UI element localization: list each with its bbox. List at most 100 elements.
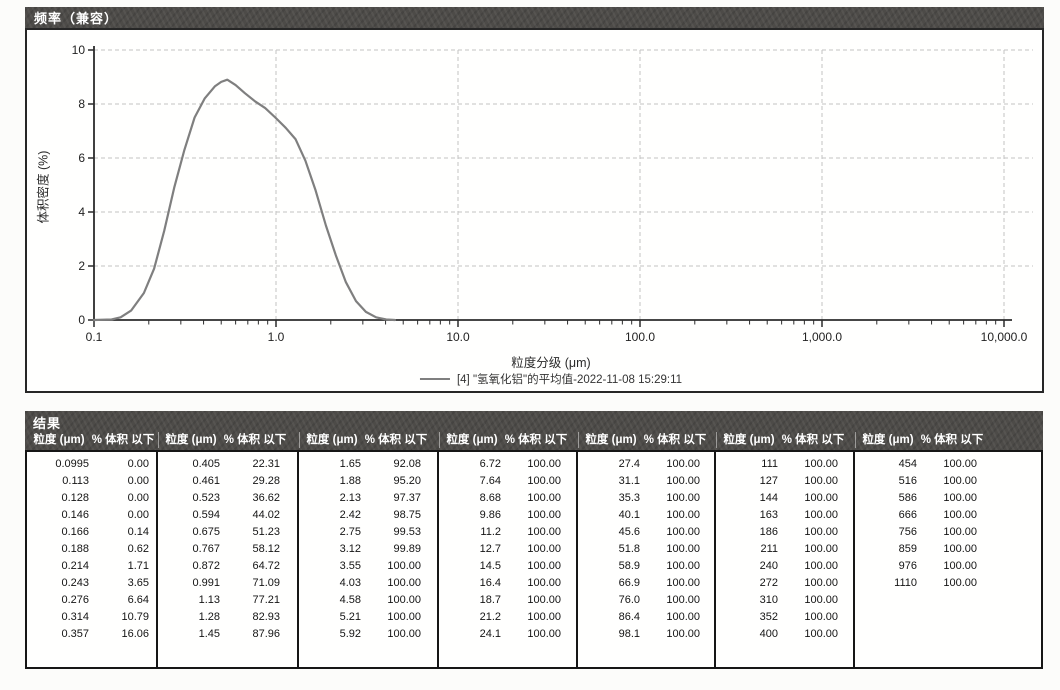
size-value: 2.75 (339, 525, 361, 538)
pct-value: 100.00 (666, 559, 700, 572)
table-row: 7.64 100.00 (439, 472, 576, 489)
chart-legend: [4] "氢氧化铝"的平均值-2022-11-08 15:29:11 (419, 371, 683, 387)
table-row: 1.65 92.08 (299, 455, 437, 472)
size-value: 144 (759, 491, 778, 504)
table-row: 1.88 95.20 (299, 472, 437, 489)
pct-column-header: % 体积 以下 (920, 434, 984, 446)
pct-value: 100.00 (527, 610, 561, 623)
pct-value: 82.93 (252, 610, 280, 623)
pct-value: 100.00 (666, 474, 700, 487)
pct-value: 100.00 (943, 559, 977, 572)
table-row: 4.58 100.00 (299, 591, 437, 608)
size-column-header: 粒度 (μm) (165, 434, 217, 446)
y-axis-title: 体积密度 (%) (36, 150, 51, 224)
pct-value: 100.00 (387, 576, 421, 589)
results-column-headers: 粒度 (μm)% 体积 以下 粒度 (μm)% 体积 以下 粒度 (μm)% 体积 … (27, 432, 1041, 448)
size-value: 0.128 (61, 491, 89, 504)
size-value: 1110 (894, 576, 917, 589)
results-table: 0.0995 0.00 0.113 0.00 0.128 0.00 0.146 0.00 0.1… (25, 450, 1043, 669)
results-header-group: 粒度 (μm) % 体积 以下 (578, 432, 716, 448)
y-tick-label: 8 (78, 97, 85, 111)
table-row: 2.42 98.75 (299, 506, 437, 523)
size-value: 127 (759, 474, 778, 487)
table-row: 0.166 0.14 (27, 523, 156, 540)
size-value: 9.86 (479, 508, 501, 521)
pct-value: 100.00 (527, 542, 561, 555)
pct-value: 77.21 (252, 593, 280, 606)
pct-value: 0.00 (127, 474, 149, 487)
size-value: 211 (760, 542, 778, 555)
pct-value: 71.09 (252, 576, 280, 589)
pct-value: 44.02 (252, 508, 280, 521)
pct-value: 100.00 (804, 491, 838, 504)
results-group-2: 0.405 22.31 0.461 29.28 0.523 36.62 0.594 44.02… (158, 452, 299, 667)
pct-value: 95.20 (393, 474, 421, 487)
x-tick-label: 1,000.0 (802, 330, 842, 344)
table-row: 0.594 44.02 (158, 506, 297, 523)
table-row: 45.6 100.00 (578, 523, 714, 540)
table-row: 0.405 22.31 (158, 455, 297, 472)
pct-value: 100.00 (804, 610, 838, 623)
pct-value: 100.00 (804, 525, 838, 538)
size-value: 86.4 (618, 610, 640, 623)
table-row: 3.12 99.89 (299, 540, 437, 557)
table-row: 5.21 100.00 (299, 608, 437, 625)
y-tick-label: 0 (78, 313, 85, 327)
size-value: 14.5 (479, 559, 501, 572)
size-value: 1.13 (198, 593, 220, 606)
size-value: 0.188 (61, 542, 89, 555)
legend-label: [4] "氢氧化铝"的平均值-2022-11-08 15:29:11 (456, 374, 683, 386)
pct-value: 92.08 (393, 457, 421, 470)
pct-value: 100.00 (943, 508, 977, 521)
pct-value: 99.89 (393, 542, 421, 555)
size-value: 0.594 (192, 508, 220, 521)
size-value: 6.72 (479, 457, 501, 470)
pct-value: 97.37 (393, 491, 421, 504)
pct-value: 100.00 (804, 593, 838, 606)
pct-value: 100.00 (387, 610, 421, 623)
pct-value: 100.00 (666, 542, 700, 555)
pct-value: 100.00 (527, 474, 561, 487)
pct-column-header: % 体积 以下 (364, 434, 428, 446)
pct-value: 100.00 (527, 627, 561, 640)
results-header-group: 粒度 (μm) % 体积 以下 (716, 432, 855, 448)
pct-value: 6.64 (127, 593, 149, 606)
size-value: 310 (759, 593, 778, 606)
size-value: 454 (898, 457, 917, 470)
size-value: 7.64 (479, 474, 501, 487)
pct-value: 100.00 (804, 542, 838, 555)
pct-value: 100.00 (943, 457, 977, 470)
table-row: 0.767 58.12 (158, 540, 297, 557)
table-row: 51.8 100.00 (578, 540, 714, 557)
results-title: 结果 (33, 416, 62, 431)
pct-value: 100.00 (527, 576, 561, 589)
results-header-bar: 结果 粒度 (μm)% 体积 以下 粒度 (μm)% 体积 以下 粒度 (μm)% … (25, 411, 1043, 450)
size-value: 976 (898, 559, 917, 572)
table-row: 211 100.00 (716, 540, 853, 557)
size-value: 11.2 (480, 525, 501, 538)
size-value: 352 (759, 610, 778, 623)
size-value: 98.1 (618, 627, 640, 640)
pct-value: 100.00 (804, 508, 838, 521)
table-row: 24.1 100.00 (439, 625, 576, 642)
size-value: 18.7 (479, 593, 501, 606)
pct-column-header: % 体积 以下 (643, 434, 707, 446)
x-tick-label: 1.0 (268, 330, 285, 344)
table-row: 272 100.00 (716, 574, 853, 591)
table-row: 0.0995 0.00 (27, 455, 156, 472)
table-row: 5.92 100.00 (299, 625, 437, 642)
table-row: 0.276 6.64 (27, 591, 156, 608)
table-row: 0.314 10.79 (27, 608, 156, 625)
size-value: 516 (898, 474, 917, 487)
size-value: 186 (759, 525, 778, 538)
legend-line-sample (419, 378, 450, 380)
y-tick-label: 6 (78, 151, 85, 165)
table-row: 21.2 100.00 (439, 608, 576, 625)
x-tick-label: 10.0 (446, 330, 470, 344)
pct-value: 0.62 (127, 542, 149, 555)
size-value: 756 (898, 525, 917, 538)
results-group-1: 0.0995 0.00 0.113 0.00 0.128 0.00 0.146 0.00 0.1… (27, 452, 158, 667)
size-value: 0.314 (61, 610, 89, 623)
table-row: 859 100.00 (855, 540, 1041, 557)
table-row: 240 100.00 (716, 557, 853, 574)
